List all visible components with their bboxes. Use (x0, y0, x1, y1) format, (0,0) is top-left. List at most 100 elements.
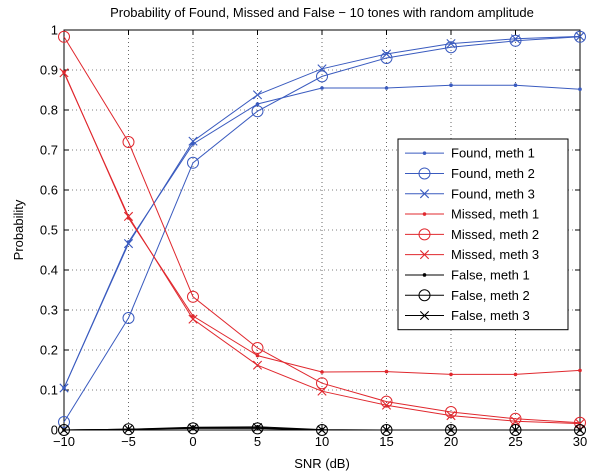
legend-label: Found, meth 1 (451, 146, 535, 161)
data-point (449, 83, 453, 87)
data-point (59, 383, 69, 393)
legend-label: False, meth 2 (451, 288, 530, 303)
data-point (58, 416, 70, 428)
series-missed-meth-2 (58, 30, 586, 429)
y-tick-label: 0.1 (40, 383, 58, 398)
data-point (316, 70, 328, 83)
data-point (510, 416, 521, 426)
legend-label: False, meth 3 (451, 308, 530, 323)
legend-marker (419, 189, 430, 199)
series-false-meth-3 (59, 423, 585, 435)
x-tick-label: 5 (254, 434, 261, 449)
data-point (449, 372, 453, 377)
series-line (63, 36, 581, 424)
x-tick-label: 20 (444, 434, 458, 449)
legend-item: False, meth 2 (405, 288, 530, 303)
data-point (59, 68, 69, 78)
x-tick-label: −5 (121, 434, 136, 449)
axis-ticks: −10 −5 0 5 10 15 20 25 30 0 0.1 0.2 0.3 0.4 0.5 0.6 0.7 0… (40, 23, 587, 450)
legend-marker (422, 212, 427, 216)
y-tick-label: 0.5 (40, 223, 58, 238)
legend-marker (418, 167, 431, 180)
data-point (188, 423, 198, 433)
data-point (575, 419, 585, 429)
legend-item: Found, meth 3 (405, 186, 535, 201)
data-point (316, 377, 328, 390)
series-found-meth-3 (59, 31, 585, 393)
series-layer (58, 30, 586, 436)
data-point (251, 105, 264, 118)
data-point (251, 422, 264, 435)
data-point (187, 290, 199, 303)
legend-label: Found, meth 3 (451, 186, 535, 201)
legend-item: False, meth 3 (405, 308, 530, 323)
legend-marker (419, 310, 430, 321)
data-point (381, 400, 392, 410)
data-point (252, 90, 263, 100)
series-missed-meth-3 (59, 68, 585, 429)
legend-item: Found, meth 2 (405, 166, 535, 181)
data-point (255, 353, 260, 358)
data-point (252, 360, 263, 370)
x-tick-label: 10 (315, 434, 329, 449)
y-tick-label: 0 (51, 423, 58, 438)
data-point (188, 314, 198, 324)
data-point (58, 30, 70, 43)
y-tick-label: 0.3 (40, 303, 58, 318)
data-point (255, 102, 260, 106)
legend-item: False, meth 1 (405, 267, 530, 282)
data-point (575, 425, 585, 435)
data-point (188, 136, 198, 146)
legend: Found, meth 1 Found, meth 2 Found, meth 3 M… (397, 138, 569, 331)
data-point (317, 64, 327, 74)
data-point (384, 86, 389, 90)
legend-marker (418, 228, 431, 241)
data-point (59, 425, 69, 435)
chart-title: Probability of Found, Missed and False −… (110, 5, 534, 20)
y-tick-label: 0.8 (40, 103, 58, 118)
data-point (123, 239, 134, 249)
x-axis-label: SNR (dB) (294, 456, 350, 471)
legend-item: Missed, meth 1 (405, 207, 539, 222)
y-tick-label: 0.9 (40, 63, 58, 78)
data-point (123, 424, 134, 434)
y-tick-label: 1 (51, 23, 58, 38)
series-found-meth-2 (58, 30, 586, 428)
data-point (509, 34, 522, 47)
x-tick-label: 0 (189, 434, 196, 449)
y-axis-label: Probability (11, 199, 26, 260)
data-point (575, 31, 585, 41)
data-point (513, 372, 518, 377)
data-point (251, 342, 264, 354)
x-tick-label: 30 (573, 434, 587, 449)
data-point (381, 425, 392, 435)
data-point (122, 312, 135, 324)
series-line (63, 36, 581, 423)
legend-marker (419, 250, 430, 260)
y-tick-label: 0.7 (40, 143, 58, 158)
x-tick-label: 15 (379, 434, 393, 449)
legend-item: Found, meth 1 (405, 146, 535, 161)
data-point (446, 411, 456, 421)
legend-label: Missed, meth 2 (451, 227, 539, 242)
data-point (62, 70, 66, 74)
x-tick-label: −10 (53, 434, 75, 449)
data-point (187, 156, 199, 169)
data-point (317, 386, 327, 396)
y-tick-label: 0.4 (40, 263, 58, 278)
legend-label: False, meth 1 (451, 267, 530, 282)
legend-marker (418, 289, 431, 302)
x-tick-label: 25 (508, 434, 522, 449)
legend-label: Missed, meth 1 (451, 207, 539, 222)
legend-label: Missed, meth 3 (451, 247, 539, 262)
data-point (122, 136, 135, 148)
y-tick-label: 0.6 (40, 183, 58, 198)
y-tick-label: 0.2 (40, 343, 58, 358)
legend-marker (422, 273, 427, 277)
data-point (320, 86, 324, 90)
legend-marker (422, 151, 427, 155)
data-point (384, 369, 389, 374)
data-point (513, 83, 518, 87)
legend-item: Missed, meth 3 (405, 247, 539, 262)
